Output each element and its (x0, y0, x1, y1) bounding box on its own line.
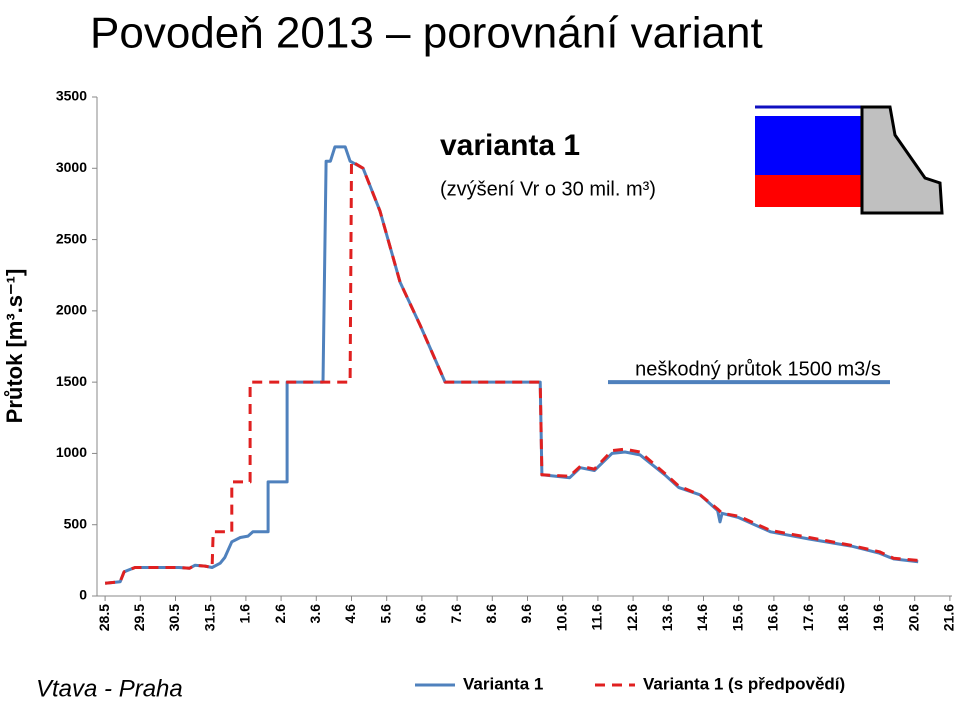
y-tick-label: 3000 (56, 159, 87, 175)
x-tick-label: 28.5 (96, 604, 112, 631)
station-label: Vtava - Praha (36, 675, 183, 702)
x-tick-label: 3.6 (307, 604, 323, 624)
y-axis-label: Průtok [m³.s⁻¹] (2, 269, 27, 424)
x-tick-label: 10.6 (553, 604, 569, 631)
x-tick-label: 29.5 (131, 604, 147, 631)
reference-label: neškodný průtok 1500 m3/s (635, 358, 881, 380)
x-tick-label: 4.6 (342, 604, 358, 624)
x-tick-label: 17.6 (800, 604, 816, 631)
x-tick-label: 31.5 (201, 604, 217, 631)
x-tick-label: 30.5 (166, 604, 182, 631)
x-tick-label: 11.6 (589, 604, 605, 631)
annotation-title: varianta 1 (440, 129, 580, 162)
x-tick-label: 18.6 (835, 604, 851, 631)
x-tick-label: 5.6 (377, 604, 393, 624)
series-line (104, 159, 919, 585)
x-tick-label: 7.6 (448, 604, 464, 624)
x-tick-label: 14.6 (694, 604, 710, 631)
x-tick-label: 1.6 (237, 604, 253, 624)
x-tick-label: 21.6 (941, 604, 957, 631)
legend-label: Varianta 1 (s předpovědí) (643, 674, 845, 693)
dam-icon (755, 105, 944, 215)
dam-water (755, 116, 862, 175)
x-tick-label: 13.6 (659, 604, 675, 631)
x-tick-label: 6.6 (413, 604, 429, 624)
y-tick-label: 2500 (56, 230, 87, 246)
y-tick-label: 2000 (56, 302, 87, 318)
x-tick-label: 15.6 (729, 604, 745, 631)
legend-label: Varianta 1 (463, 674, 543, 693)
x-tick-label: 2.6 (272, 604, 288, 624)
y-tick-label: 1500 (56, 373, 87, 389)
chart-title: Povodeň 2013 – porovnání variant (90, 9, 763, 58)
y-tick-label: 500 (64, 515, 88, 531)
x-tick-label: 12.6 (624, 604, 640, 631)
x-tick-label: 20.6 (905, 604, 921, 631)
x-tick-label: 19.6 (870, 604, 886, 631)
y-tick-label: 3500 (56, 88, 87, 104)
annotation-subtitle: (zvýšení Vr o 30 mil. m³) (440, 178, 656, 200)
dam-reserve (755, 175, 862, 207)
y-tick-label: 1000 (56, 444, 87, 460)
y-tick-label: 0 (79, 587, 87, 603)
dam-body (860, 105, 944, 215)
x-tick-label: 8.6 (483, 604, 499, 624)
x-tick-label: 16.6 (765, 604, 781, 631)
x-tick-label: 9.6 (518, 604, 534, 624)
